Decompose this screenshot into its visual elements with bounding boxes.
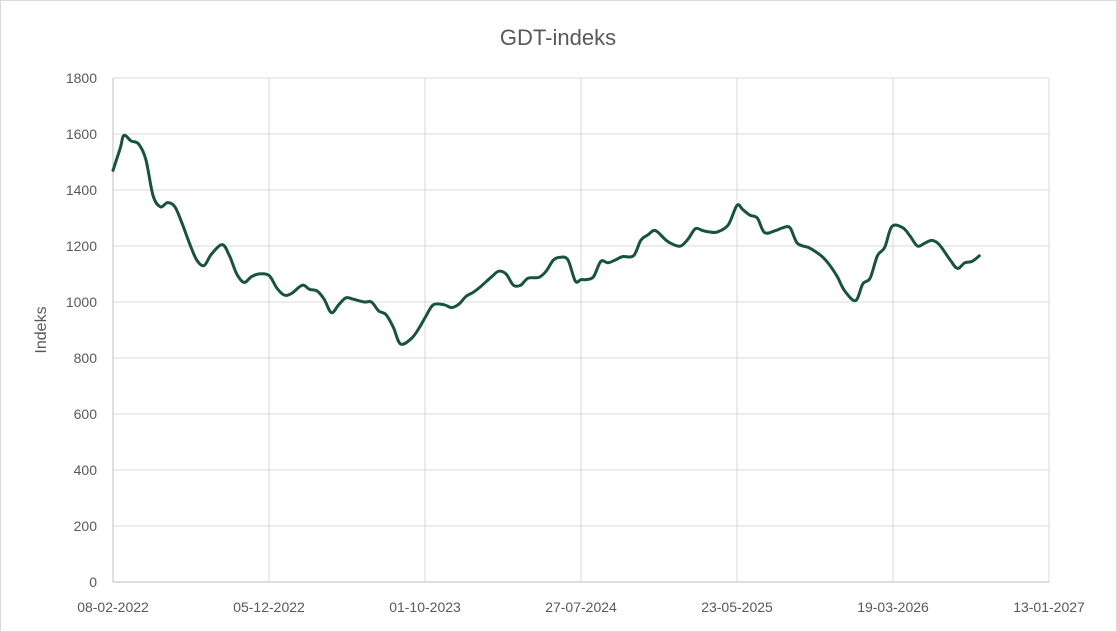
x-axis-ticks: 08-02-2022 05-12-2022 01-10-2023 27-07-2024… xyxy=(77,599,1085,615)
series-group xyxy=(111,133,981,346)
y-tick-label: 0 xyxy=(89,574,97,590)
x-tick-label: 01-10-2023 xyxy=(389,599,461,615)
y-tick-label: 200 xyxy=(74,518,98,534)
chart-title: GDT-indeks xyxy=(500,25,616,50)
y-axis-ticks: 0 200 400 600 800 1000 1200 1400 1600 1800 xyxy=(66,70,97,590)
y-tick-label: 1800 xyxy=(66,70,97,86)
series-line xyxy=(111,133,981,346)
y-tick-label: 800 xyxy=(74,350,98,366)
x-tick-label: 27-07-2024 xyxy=(545,599,617,615)
x-tick-label: 08-02-2022 xyxy=(77,599,149,615)
gridlines xyxy=(112,77,1050,583)
y-tick-label: 1400 xyxy=(66,182,97,198)
x-tick-label: 05-12-2022 xyxy=(233,599,305,615)
y-axis-label: Indeks xyxy=(33,306,50,353)
y-tick-label: 1000 xyxy=(66,294,97,310)
x-tick-label: 19-03-2026 xyxy=(857,599,929,615)
y-tick-label: 400 xyxy=(74,462,98,478)
y-tick-label: 600 xyxy=(74,406,98,422)
y-tick-label: 1200 xyxy=(66,238,97,254)
x-tick-label: 13-01-2027 xyxy=(1013,599,1085,615)
y-tick-label: 1600 xyxy=(66,126,97,142)
x-tick-label: 23-05-2025 xyxy=(701,599,773,615)
